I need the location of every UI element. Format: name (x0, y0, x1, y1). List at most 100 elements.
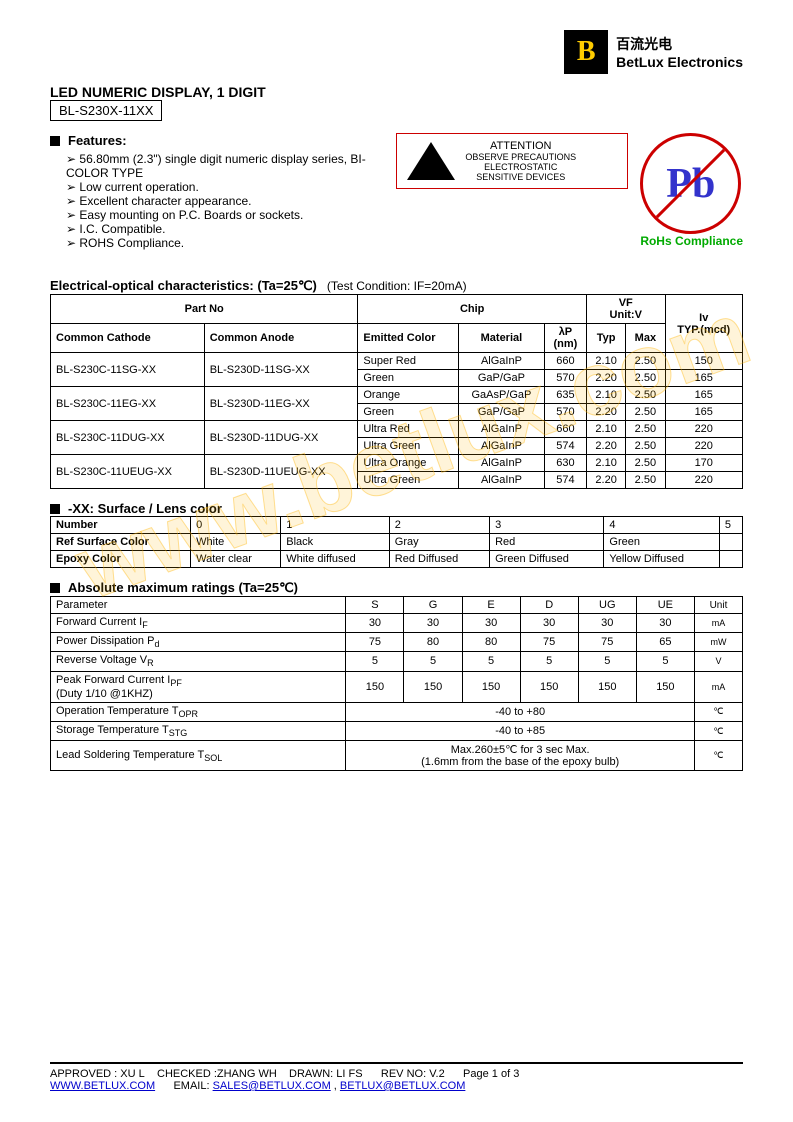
footer-email-label: EMAIL: (173, 1080, 209, 1092)
max-unit: mA (694, 671, 742, 702)
cell-material: AlGaInP (459, 438, 545, 455)
max-val: 75 (578, 633, 636, 652)
cell-iv: 150 (665, 353, 743, 370)
max-val: 65 (636, 633, 694, 652)
max-th-param: Parameter (51, 597, 346, 614)
footer-page: Page 1 of 3 (463, 1068, 519, 1080)
footer-checked: CHECKED :ZHANG WH (157, 1068, 277, 1080)
cell-iv: 165 (665, 387, 743, 404)
max-th-col: S (346, 597, 404, 614)
lens-cell: Black (281, 534, 390, 551)
max-val: 30 (346, 614, 404, 633)
cell-typ: 2.20 (587, 404, 626, 421)
feature-item: Low current operation. (66, 180, 386, 194)
lens-header: 4 (604, 517, 719, 534)
max-unit: ℃ (694, 721, 742, 740)
cell-color: Ultra Orange (358, 455, 459, 472)
max-val: 5 (462, 652, 520, 671)
max-val: 30 (578, 614, 636, 633)
cell-material: AlGaInP (459, 472, 545, 489)
cell-typ: 2.10 (587, 421, 626, 438)
cell-max: 2.50 (626, 353, 665, 370)
cell-lp: 570 (544, 404, 586, 421)
cell-anode: BL-S230D-11UEUG-XX (204, 455, 358, 489)
cell-lp: 574 (544, 472, 586, 489)
max-param: Power Dissipation Pd (51, 633, 346, 652)
cell-cathode: BL-S230C-11DUG-XX (51, 421, 205, 455)
max-param: Forward Current IF (51, 614, 346, 633)
max-param: Reverse Voltage VR (51, 652, 346, 671)
cell-cathode: BL-S230C-11UEUG-XX (51, 455, 205, 489)
lens-cell: Gray (389, 534, 489, 551)
cell-anode: BL-S230D-11EG-XX (204, 387, 358, 421)
max-val: 30 (520, 614, 578, 633)
cell-lp: 574 (544, 438, 586, 455)
feature-item: Easy mounting on P.C. Boards or sockets. (66, 208, 386, 222)
cell-iv: 170 (665, 455, 743, 472)
th-material: Material (459, 324, 545, 353)
cell-max: 2.50 (626, 404, 665, 421)
esd-attention: ATTENTION (465, 140, 576, 152)
lens-cell: Red (490, 534, 604, 551)
cell-typ: 2.20 (587, 438, 626, 455)
cell-cathode: BL-S230C-11SG-XX (51, 353, 205, 387)
cell-material: GaP/GaP (459, 370, 545, 387)
cell-color: Green (358, 404, 459, 421)
lens-color-table: Number012345Ref Surface ColorWhiteBlackG… (50, 516, 743, 568)
max-unit: ℃ (694, 741, 742, 771)
cell-lp: 570 (544, 370, 586, 387)
max-unit: V (694, 652, 742, 671)
footer-email2-link[interactable]: BETLUX@BETLUX.COM (340, 1080, 465, 1092)
cell-material: GaAsP/GaP (459, 387, 545, 404)
esd-warning-box: ATTENTION OBSERVE PRECAUTIONS ELECTROSTA… (396, 133, 628, 189)
cell-typ: 2.10 (587, 387, 626, 404)
cell-color: Ultra Red (358, 421, 459, 438)
max-th-col: D (520, 597, 578, 614)
cell-color: Super Red (358, 353, 459, 370)
esd-text: OBSERVE PRECAUTIONS (465, 152, 576, 162)
lens-cell: Yellow Diffused (604, 551, 719, 568)
footer-url-link[interactable]: WWW.BETLUX.COM (50, 1080, 155, 1092)
cell-typ: 2.10 (587, 353, 626, 370)
max-val: 80 (404, 633, 462, 652)
feature-item: I.C. Compatible. (66, 222, 386, 236)
th-lp: λP(nm) (544, 324, 586, 353)
rohs-pb-text: Pb (666, 160, 715, 208)
test-condition: (Test Condition: IF=20mA) (327, 279, 467, 293)
max-val: 30 (636, 614, 694, 633)
max-ratings-table: ParameterSGEDUGUEUnitForward Current IF3… (50, 596, 743, 771)
th-iv: IvTYP.(mcd) (665, 295, 743, 353)
max-span: -40 to +80 (346, 702, 695, 721)
lens-cell: White diffused (281, 551, 390, 568)
max-val: 75 (520, 633, 578, 652)
max-val: 150 (636, 671, 694, 702)
max-th-col: UG (578, 597, 636, 614)
max-val: 5 (636, 652, 694, 671)
cell-material: GaP/GaP (459, 404, 545, 421)
lens-cell (719, 534, 742, 551)
max-val: 150 (404, 671, 462, 702)
lens-title: -XX: Surface / Lens color (68, 501, 222, 516)
feature-item: 56.80mm (2.3") single digit numeric disp… (66, 152, 386, 180)
max-val: 150 (462, 671, 520, 702)
cell-lp: 660 (544, 353, 586, 370)
max-span: -40 to +85 (346, 721, 695, 740)
max-param: Operation Temperature TOPR (51, 702, 346, 721)
cell-color: Orange (358, 387, 459, 404)
lens-header: 5 (719, 517, 742, 534)
max-val: 5 (578, 652, 636, 671)
max-val: 80 (462, 633, 520, 652)
cell-iv: 220 (665, 472, 743, 489)
footer-email1-link[interactable]: SALES@BETLUX.COM (213, 1080, 331, 1092)
th-anode: Common Anode (204, 324, 358, 353)
max-param: Storage Temperature TSTG (51, 721, 346, 740)
cell-color: Ultra Green (358, 438, 459, 455)
esd-text: ELECTROSTATIC (465, 162, 576, 172)
th-vf: VFUnit:V (587, 295, 666, 324)
lens-header: 0 (191, 517, 281, 534)
feature-item: ROHS Compliance. (66, 236, 386, 250)
cell-color: Green (358, 370, 459, 387)
th-typ: Typ (587, 324, 626, 353)
th-emitted: Emitted Color (358, 324, 459, 353)
th-chip: Chip (358, 295, 587, 324)
